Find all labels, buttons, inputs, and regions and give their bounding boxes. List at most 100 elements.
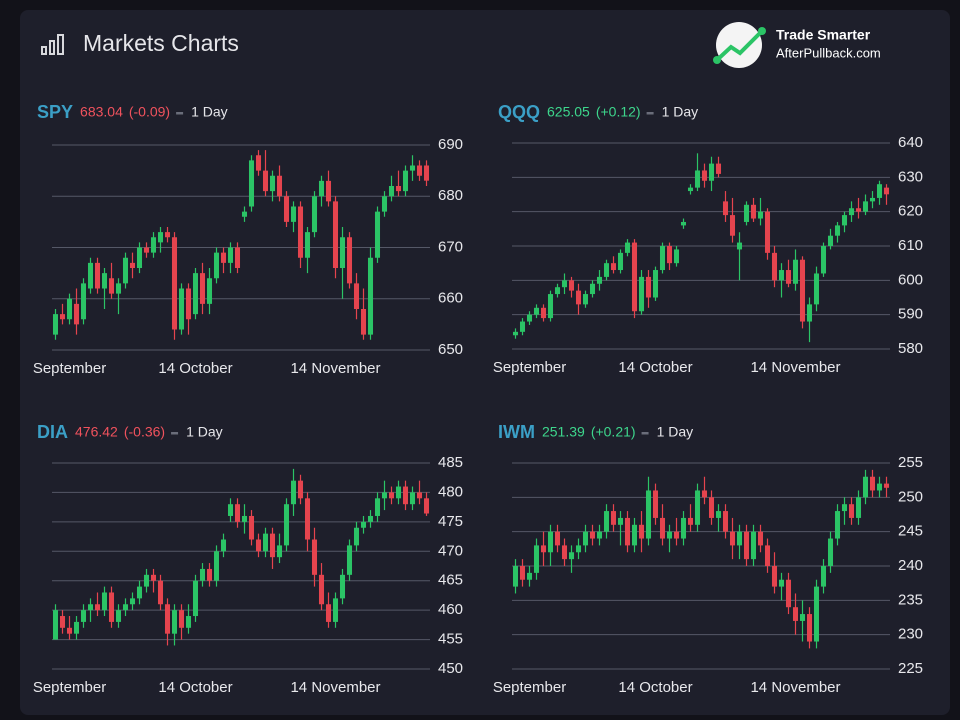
y-tick-label: 245 — [898, 523, 923, 540]
candle-body — [136, 586, 143, 599]
candle-body — [519, 321, 526, 332]
candle-body — [164, 604, 171, 634]
candle-body — [750, 204, 757, 219]
candle-body — [869, 197, 876, 202]
candle-body — [227, 504, 234, 516]
y-tick-label: 600 — [898, 271, 923, 288]
y-tick-label: 590 — [898, 306, 923, 323]
candle-body — [603, 511, 610, 532]
candle-body — [255, 539, 262, 552]
candle-body — [87, 262, 94, 289]
candle-body — [687, 517, 694, 525]
candle-body — [582, 294, 589, 305]
last-price: 625.05 — [547, 104, 590, 120]
candle-body — [680, 221, 687, 226]
candle-body — [561, 280, 568, 288]
last-price: 251.39 — [542, 424, 585, 440]
candle-body — [820, 566, 827, 587]
candle-body — [388, 492, 395, 499]
y-tick-label: 235 — [898, 591, 923, 608]
interval: 1 Day — [186, 424, 223, 440]
candle-body — [73, 303, 80, 325]
candle-body — [673, 249, 680, 264]
candle-body — [526, 572, 533, 580]
candle-body — [164, 232, 171, 238]
candle-body — [241, 515, 248, 522]
y-tick-label: 240 — [898, 557, 923, 574]
candle-body — [792, 259, 799, 284]
candle-body — [820, 246, 827, 274]
candle-body — [304, 498, 311, 540]
symbol: IWM — [498, 422, 535, 442]
candle-body — [827, 538, 834, 566]
candle-body — [332, 201, 339, 268]
candle-body — [276, 545, 283, 558]
candle-body — [596, 531, 603, 539]
candle-body — [708, 497, 715, 518]
x-tick-label: September — [33, 360, 106, 377]
candle-body — [255, 155, 262, 171]
candle-body — [101, 273, 108, 289]
y-tick-label: 630 — [898, 168, 923, 185]
candle-body — [876, 483, 883, 491]
y-tick-label: 580 — [898, 340, 923, 357]
candle-body — [381, 492, 388, 499]
candle-body — [764, 545, 771, 566]
candle-body — [157, 232, 164, 243]
candle-body — [848, 208, 855, 216]
brand-line: Trade Smarter — [776, 27, 871, 43]
y-tick-label: 470 — [438, 542, 463, 559]
candle-body — [575, 545, 582, 553]
candle-body — [87, 604, 94, 611]
candle-body — [402, 486, 409, 505]
candle-body — [701, 490, 708, 498]
y-tick-label: 480 — [438, 483, 463, 500]
candle-body — [416, 165, 423, 176]
candle-body — [855, 497, 862, 518]
candle-body — [122, 604, 129, 611]
candle-body — [115, 283, 122, 294]
candle-body — [652, 270, 659, 298]
candle-body — [234, 247, 241, 268]
candle-body — [778, 270, 785, 281]
header-icon — [41, 34, 64, 55]
candle-body — [743, 531, 750, 560]
candle-body — [638, 276, 645, 312]
candle-body — [876, 184, 883, 198]
y-tick-label: 670 — [438, 238, 463, 255]
candle-body — [841, 504, 848, 512]
candle-body — [750, 531, 757, 560]
candle-body — [269, 533, 276, 558]
candle-body — [771, 252, 778, 281]
candle-body — [416, 492, 423, 499]
candle-body — [59, 616, 66, 628]
y-tick-label: 620 — [898, 203, 923, 220]
candle-body — [540, 545, 547, 553]
candle-body — [248, 515, 255, 540]
x-tick-label: September — [33, 679, 106, 696]
candle-body — [631, 242, 638, 312]
brand-logo — [713, 22, 766, 68]
brand-url: AfterPullback.com — [776, 45, 881, 60]
candle-body — [213, 551, 220, 581]
candle-body — [547, 294, 554, 319]
y-tick-label: 450 — [438, 660, 463, 677]
candle-body — [290, 206, 297, 222]
candle-body — [213, 252, 220, 279]
candle-body — [367, 257, 374, 335]
y-tick-label: 475 — [438, 513, 463, 530]
candle-body — [596, 276, 603, 284]
candle-body — [568, 280, 575, 291]
candle-body — [792, 607, 799, 621]
candle-body — [624, 242, 631, 253]
candle-body — [339, 574, 346, 599]
candle-body — [715, 163, 722, 174]
x-tick-label: September — [493, 359, 566, 376]
candle-body — [73, 621, 80, 634]
candle-body — [395, 186, 402, 192]
candle-body — [360, 521, 367, 528]
candle-body — [645, 490, 652, 539]
y-tick-label: 690 — [438, 136, 463, 153]
candle-body — [708, 163, 715, 181]
candle-body — [736, 531, 743, 546]
